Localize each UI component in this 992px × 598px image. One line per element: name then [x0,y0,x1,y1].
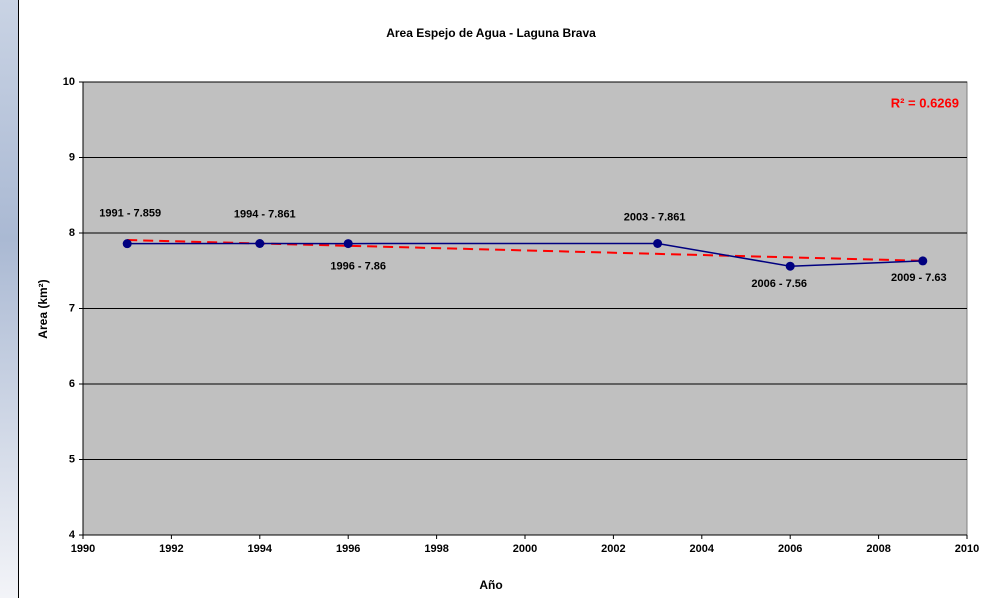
data-label: 2003 - 7.861 [624,211,686,223]
x-tick-label: 2008 [866,543,890,555]
x-tick-label: 2004 [690,543,715,555]
y-tick-label: 10 [63,76,75,88]
page: {"chart_data": {"type": "line", "title":… [0,0,992,598]
y-axis-label: Area (km²) [36,279,50,338]
x-tick-label: 1994 [248,543,273,555]
data-point [255,239,264,248]
x-axis-label: Año [479,578,502,592]
y-tick-label: 4 [69,529,76,541]
x-tick-label: 1990 [71,543,95,555]
y-tick-label: 6 [69,378,75,390]
data-point [123,239,132,248]
data-point [918,256,927,265]
data-point [344,239,353,248]
y-tick-label: 7 [69,302,75,314]
data-label: 1994 - 7.861 [234,208,296,220]
data-label: 1991 - 7.859 [99,208,161,220]
data-label: 2009 - 7.63 [891,272,947,284]
x-tick-label: 1992 [159,543,183,555]
x-tick-label: 2000 [513,543,537,555]
x-tick-label: 1996 [336,543,360,555]
data-point [786,262,795,271]
data-label: 1996 - 7.86 [330,260,386,272]
y-tick-label: 9 [69,151,75,163]
trendline-label: R² = 0.6269 [891,95,959,110]
x-tick-label: 2002 [601,543,625,555]
x-tick-label: 2006 [778,543,802,555]
chart-title: Area Espejo de Agua - Laguna Brava [386,26,596,40]
y-tick-label: 5 [69,453,75,465]
x-tick-label: 2010 [955,543,979,555]
y-tick-label: 8 [69,227,75,239]
data-label: 2006 - 7.56 [751,278,807,290]
data-point [653,239,662,248]
x-tick-label: 1998 [424,543,448,555]
chart: Area Espejo de Agua - Laguna Brava Año A… [0,0,992,598]
